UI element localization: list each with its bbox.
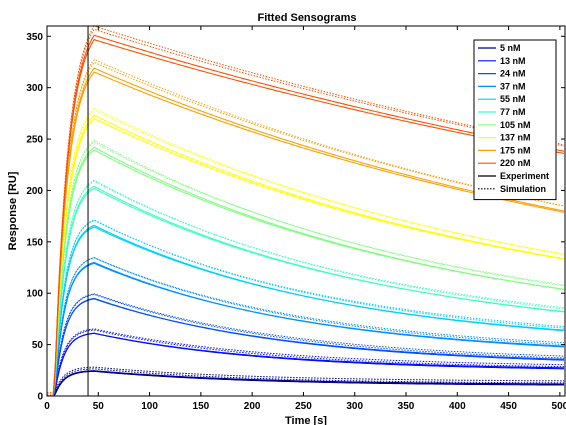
series-group: [47, 293, 565, 397]
x-axis: 0 50 100 150 200 250 300 350 400 450 500: [44, 26, 566, 412]
simulation-line: [47, 257, 565, 396]
simulation-line: [47, 28, 565, 394]
simulation-line: [47, 61, 565, 394]
series-group: [47, 179, 565, 397]
experiment-line: [47, 185, 565, 397]
x-tick-label: 450: [500, 401, 517, 412]
y-tick-label: 100: [26, 289, 43, 300]
series-group: [47, 328, 565, 397]
experiment-line: [47, 297, 565, 397]
x-tick-label: 300: [346, 401, 363, 412]
y-tick-label: 0: [37, 392, 43, 403]
simulation-line: [47, 25, 565, 396]
legend-label: 175 nM: [500, 145, 531, 155]
simulation-line: [47, 219, 565, 394]
simulation-line: [47, 368, 564, 396]
x-tick-label: 150: [193, 401, 210, 412]
y-axis-title: Response [RU]: [7, 171, 19, 250]
simulation-line: [47, 257, 565, 394]
chart-title: Fitted Sensograms: [257, 12, 356, 24]
series-group: [47, 219, 565, 397]
x-tick-label: 500: [552, 401, 566, 412]
experiment-line: [47, 370, 564, 397]
x-tick-label: 200: [244, 401, 261, 412]
series-group: [47, 139, 565, 397]
x-tick-label: 350: [398, 401, 415, 412]
plot-frame: [46, 25, 566, 397]
experiment-line: [47, 146, 565, 397]
simulation-line: [47, 109, 565, 394]
simulation-line: [47, 293, 565, 396]
legend-label: 77 nM: [500, 107, 526, 117]
x-tick-label: 0: [44, 401, 50, 412]
experiment-line: [47, 332, 564, 397]
simulation-line: [47, 366, 564, 394]
x-tick-label: 100: [141, 401, 158, 412]
simulation-line: [47, 107, 565, 396]
simulation-line: [47, 141, 565, 394]
y-tick-label: 50: [32, 340, 44, 351]
legend-label: Simulation: [500, 184, 546, 194]
legend-label: 37 nM: [500, 81, 526, 91]
legend-label: 13 nM: [500, 56, 526, 66]
simulation-line: [47, 180, 565, 394]
simulation-line: [47, 139, 565, 396]
x-tick-label: 400: [449, 401, 466, 412]
series-group: [47, 257, 565, 397]
legend-label: 24 nM: [500, 69, 526, 79]
simulation-line: [47, 328, 565, 394]
experiment-line: [47, 370, 564, 397]
legend-label: 105 nM: [500, 120, 531, 130]
series-group: [47, 366, 564, 397]
legend-label: 5 nM: [500, 43, 521, 53]
y-tick-label: 250: [26, 135, 43, 146]
x-tick-label: 50: [93, 401, 105, 412]
legend: 5 nM 13 nM 24 nM 37 nM 55 nM 77 nM 105 nM 137 n…: [473, 39, 557, 201]
y-tick-label: 200: [26, 186, 43, 197]
legend-box: [473, 39, 557, 201]
legend-label: Experiment: [500, 171, 549, 181]
experiment-line: [47, 114, 565, 397]
legend-label: 55 nM: [500, 94, 526, 104]
legend-label: 137 nM: [500, 133, 531, 143]
simulation-line: [47, 329, 564, 396]
x-axis-title: Time [s]: [285, 415, 327, 425]
y-axis: 0 50 100 150 200 250 300 350: [26, 32, 565, 403]
experiment-line: [47, 224, 565, 397]
series-group: [47, 107, 565, 397]
x-tick-label: 250: [295, 401, 312, 412]
y-tick-label: 350: [26, 32, 43, 43]
experiment-line: [47, 261, 565, 397]
legend-label: 220 nM: [500, 158, 531, 168]
y-tick-label: 300: [26, 83, 43, 94]
experiment-line: [47, 117, 565, 397]
simulation-line: [47, 293, 565, 394]
y-tick-label: 150: [26, 237, 43, 248]
